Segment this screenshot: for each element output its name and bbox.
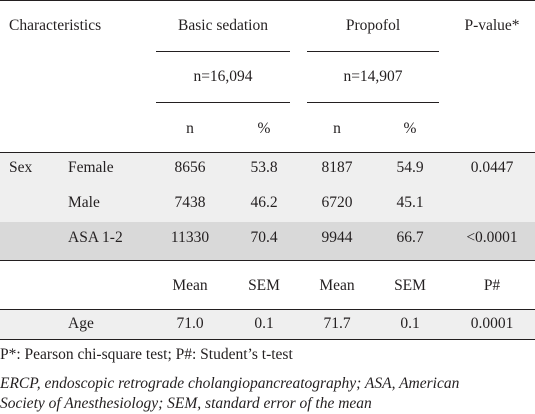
footnote-tests: P*: Pearson chi-square test; P#: Student… [0, 346, 293, 363]
header-pct2: % [403, 120, 417, 137]
footnote-abbrev-line1: ERCP, endoscopic retrograde cholangiopan… [0, 375, 460, 392]
row-category: Sex [9, 159, 33, 176]
header-n1: n [186, 120, 194, 137]
row-n1: 8656 [174, 159, 206, 176]
propofol-n-rule [307, 102, 439, 103]
subheader-pval: P# [483, 277, 501, 294]
subheader-mean2: Mean [319, 277, 355, 294]
row-p2: 66.7 [396, 229, 424, 246]
row-mean2: 71.7 [323, 315, 351, 332]
row-n1: 11330 [170, 229, 210, 246]
subheader-bottom-rule [0, 309, 535, 310]
age-row-band [0, 309, 535, 339]
row-sem2: 0.1 [400, 315, 420, 332]
header-bottom-rule [0, 152, 535, 153]
row-sem1: 0.1 [254, 315, 274, 332]
subheader-sem2: SEM [394, 277, 426, 294]
header-propofol-n: n=14,907 [343, 68, 403, 85]
row-p2: 54.9 [396, 159, 424, 176]
row-label: Age [68, 315, 94, 332]
row-pval: 0.0001 [470, 315, 514, 332]
header-characteristics: Characteristics [9, 17, 102, 34]
header-basic-sedation-n: n=16,094 [193, 68, 253, 85]
basic-sedation-n-rule [156, 102, 290, 103]
row-p1: 53.8 [250, 159, 278, 176]
row-n2: 6720 [321, 194, 353, 211]
row-pval: <0.0001 [466, 229, 518, 246]
row-p1: 70.4 [250, 229, 278, 246]
top-rule [0, 0, 535, 1]
row-label: Male [68, 194, 100, 211]
bottom-rule [0, 339, 535, 340]
basic-sedation-rule [156, 51, 290, 52]
header-pct1: % [257, 120, 271, 137]
header-n2: n [333, 120, 341, 137]
subheader-top-rule [0, 260, 535, 261]
row-n1: 7438 [174, 194, 206, 211]
row-n2: 8187 [321, 159, 353, 176]
asa-row-band [0, 222, 535, 260]
row-p2: 45.1 [396, 194, 424, 211]
header-basic-sedation: Basic sedation [178, 17, 268, 34]
header-pvalue: P-value* [464, 17, 520, 34]
subheader-sem1: SEM [248, 277, 280, 294]
footnote-abbrev-line2: Society of Anesthesiology; SEM, standard… [0, 395, 372, 412]
propofol-rule [307, 51, 439, 52]
row-pval: 0.0447 [470, 159, 514, 176]
row-mean1: 71.0 [176, 315, 204, 332]
row-label: ASA 1-2 [68, 229, 123, 246]
sex-rows-band [0, 152, 535, 222]
subheader-mean1: Mean [172, 277, 208, 294]
row-p1: 46.2 [250, 194, 278, 211]
row-label: Female [68, 159, 114, 176]
row-n2: 9944 [321, 229, 353, 246]
header-propofol: Propofol [345, 17, 401, 34]
